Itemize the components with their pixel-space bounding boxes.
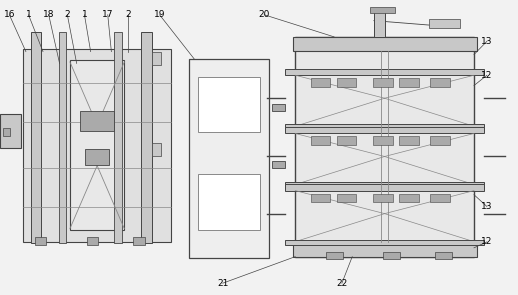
Bar [311,136,330,145]
Bar [295,37,474,257]
Bar [370,7,395,13]
Bar [133,237,145,245]
Bar [3,128,10,136]
Bar [337,78,356,87]
Bar [293,37,477,51]
Bar [198,174,260,230]
Bar [326,252,343,259]
Bar [373,78,393,87]
Bar [399,78,419,87]
Bar [35,237,46,245]
Bar [285,124,484,130]
Text: 2: 2 [65,10,70,19]
Text: 1: 1 [81,10,88,19]
Bar [141,32,152,243]
Bar [383,252,400,259]
Bar [429,19,461,28]
Bar [285,127,484,133]
Bar [85,149,109,165]
Bar [430,78,450,87]
Bar [373,136,393,145]
Bar [272,161,285,168]
Bar [435,252,452,259]
Text: 12: 12 [481,71,493,80]
Bar [87,237,98,245]
Bar [80,112,114,131]
Bar [70,60,124,230]
Text: 22: 22 [336,279,348,288]
Text: 20: 20 [258,10,270,19]
Bar [189,59,269,258]
Bar [285,69,484,75]
Bar [152,143,161,156]
Bar [311,78,330,87]
Bar [293,242,477,257]
Text: 1: 1 [25,10,32,19]
Bar [337,136,356,145]
Bar [285,240,484,245]
Text: 2: 2 [125,10,131,19]
Text: 19: 19 [154,10,165,19]
Bar [374,10,385,37]
Bar [373,194,393,202]
Bar [23,49,171,242]
Bar [430,194,450,202]
Bar [399,194,419,202]
Bar [198,77,260,132]
Bar [59,32,66,243]
Text: 21: 21 [217,279,228,288]
Bar [114,32,122,243]
Bar [285,184,484,191]
Text: 17: 17 [102,10,113,19]
Text: 18: 18 [43,10,54,19]
Bar [430,136,450,145]
Bar [0,114,21,148]
Bar [272,104,285,111]
Bar [31,32,41,243]
Text: 16: 16 [4,10,15,19]
Bar [337,194,356,202]
Bar [152,52,161,65]
Bar [285,182,484,188]
Text: 12: 12 [481,237,493,246]
Text: 13: 13 [481,37,493,46]
Bar [311,194,330,202]
Text: 13: 13 [481,202,493,211]
Bar [399,136,419,145]
